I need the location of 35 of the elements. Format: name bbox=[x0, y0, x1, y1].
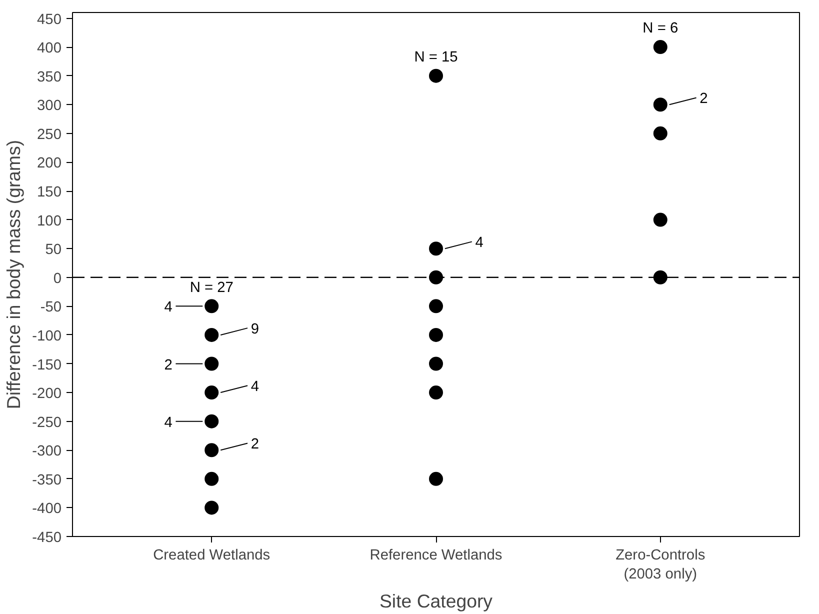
y-tick-label: 300 bbox=[37, 98, 62, 114]
y-tick-label: -400 bbox=[32, 501, 62, 518]
y-axis-title: Difference in body mass (grams) bbox=[3, 140, 24, 410]
y-tick-label: 0 bbox=[53, 270, 62, 287]
annotation: 2 bbox=[164, 357, 172, 374]
annotation: N = 6 bbox=[642, 20, 678, 37]
y-tick-label: -50 bbox=[40, 300, 62, 316]
y-tick-label: -350 bbox=[32, 472, 62, 488]
annotation: 2 bbox=[250, 436, 260, 453]
y-tick-label: 200 bbox=[37, 156, 62, 172]
annotation: 4 bbox=[475, 235, 484, 252]
y-tick-label: 350 bbox=[37, 69, 62, 86]
x-tick-label: Reference Wetlands bbox=[370, 548, 502, 564]
y-tick-label: -150 bbox=[32, 357, 62, 374]
annotation: 9 bbox=[250, 322, 260, 338]
y-tick-label: -250 bbox=[32, 414, 62, 431]
annotation: N = 27 bbox=[190, 280, 234, 296]
x-axis-title: Site Category bbox=[379, 590, 494, 612]
y-tick-label: 50 bbox=[45, 242, 62, 258]
y-tick-label: 150 bbox=[37, 184, 62, 201]
y-tick-label: 400 bbox=[37, 40, 62, 57]
y-tick-label: -100 bbox=[32, 328, 62, 344]
y-tick-label: -300 bbox=[32, 444, 62, 460]
y-tick-label: -450 bbox=[32, 530, 62, 546]
y-tick-label: 450 bbox=[37, 12, 62, 28]
annotation: 4 bbox=[250, 379, 260, 396]
y-tick-label: 100 bbox=[37, 213, 62, 230]
x-tick-label: Zero-Controls (2003 only) bbox=[616, 548, 706, 583]
y-tick-label: -200 bbox=[32, 386, 62, 402]
annotation: N = 15 bbox=[414, 49, 458, 66]
annotation: 2 bbox=[700, 91, 708, 108]
annotation: 4 bbox=[164, 414, 172, 431]
annotation: 4 bbox=[164, 300, 172, 316]
x-tick-label: Created Wetlands bbox=[153, 548, 270, 564]
y-tick-label: 250 bbox=[37, 126, 62, 143]
